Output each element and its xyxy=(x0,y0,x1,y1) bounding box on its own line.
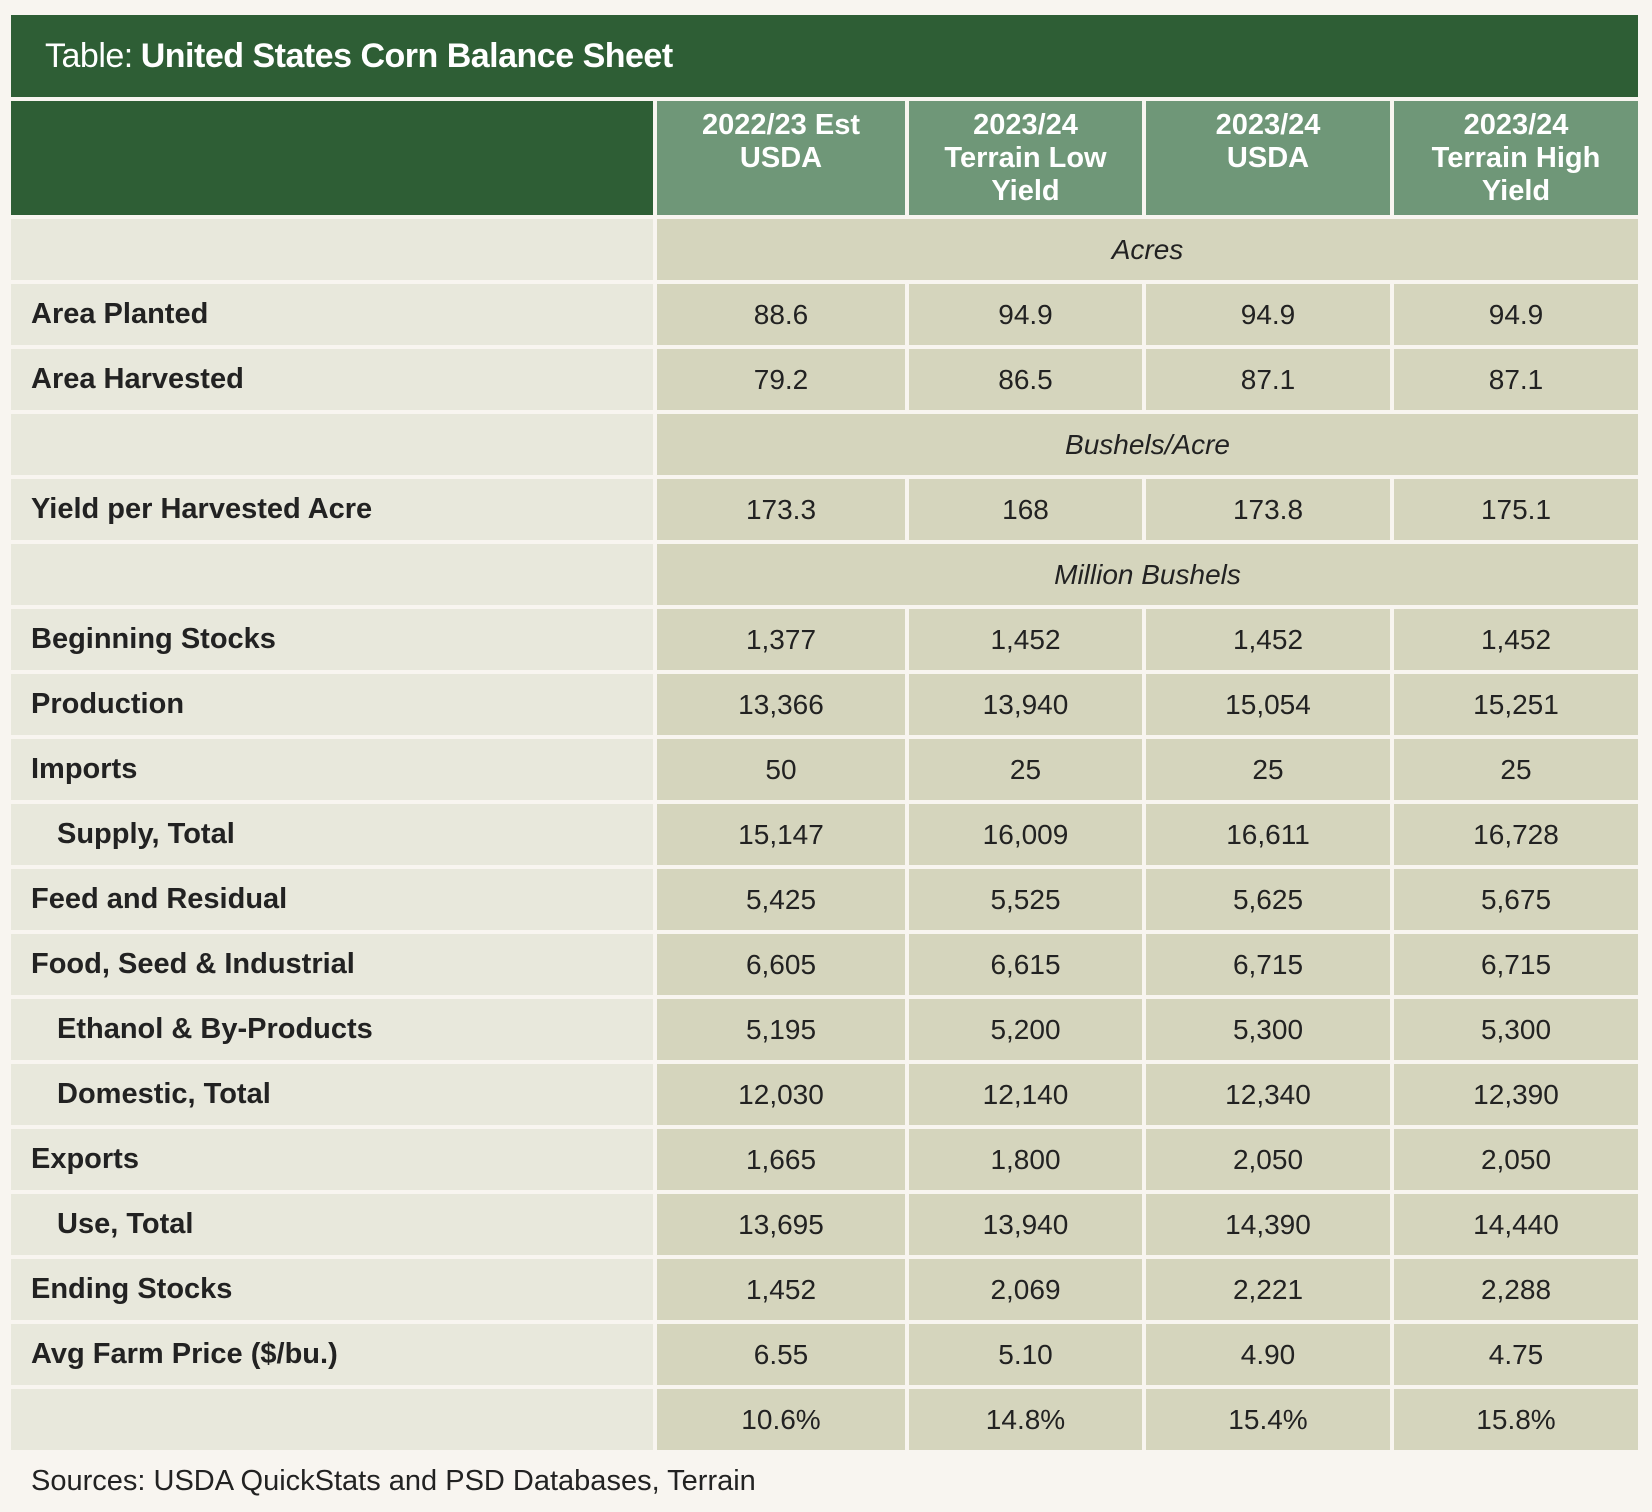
table-cell: 1,665 xyxy=(657,1129,905,1190)
table-cell: 1,800 xyxy=(909,1129,1142,1190)
row-label xyxy=(11,1389,653,1450)
row-label: Production xyxy=(11,674,653,735)
section-header: Acres xyxy=(657,219,1638,280)
table-cell: 12,390 xyxy=(1394,1064,1638,1125)
section-header: Bushels/Acre xyxy=(657,414,1638,475)
table-cell: 12,140 xyxy=(909,1064,1142,1125)
table-cell: 94.9 xyxy=(1146,284,1390,345)
table-cell: 15.8% xyxy=(1394,1389,1638,1450)
table-cell: 10.6% xyxy=(657,1389,905,1450)
row-label: Area Harvested xyxy=(11,349,653,410)
row-label: Supply, Total xyxy=(11,804,653,865)
table-cell: 13,940 xyxy=(909,1194,1142,1255)
row-label: Use, Total xyxy=(11,1194,653,1255)
table-cell: 15,054 xyxy=(1146,674,1390,735)
row-label: Exports xyxy=(11,1129,653,1190)
table-cell: 6,605 xyxy=(657,934,905,995)
row-label: Food, Seed & Industrial xyxy=(11,934,653,995)
table-cell: 13,940 xyxy=(909,674,1142,735)
table-cell: 2,221 xyxy=(1146,1259,1390,1320)
table-cell: 16,009 xyxy=(909,804,1142,865)
row-label-empty xyxy=(11,414,653,475)
table-cell: 5,200 xyxy=(909,999,1142,1060)
table-cell: 12,340 xyxy=(1146,1064,1390,1125)
table-cell: 50 xyxy=(657,739,905,800)
table-cell: 6.55 xyxy=(657,1324,905,1385)
table-cell: 1,452 xyxy=(909,609,1142,670)
table-cell: 13,695 xyxy=(657,1194,905,1255)
table-cell: 88.6 xyxy=(657,284,905,345)
table-cell: 1,452 xyxy=(1394,609,1638,670)
table-cell: 5,625 xyxy=(1146,869,1390,930)
table-cell: 2,050 xyxy=(1146,1129,1390,1190)
column-header: 2023/24 Terrain High Yield xyxy=(1394,101,1638,215)
title-prefix: Table: xyxy=(45,36,133,75)
column-header: 2023/24 USDA xyxy=(1146,101,1390,215)
table-cell: 86.5 xyxy=(909,349,1142,410)
row-label: Ending Stocks xyxy=(11,1259,653,1320)
row-label: Beginning Stocks xyxy=(11,609,653,670)
table-cell: 15,251 xyxy=(1394,674,1638,735)
row-label: Area Planted xyxy=(11,284,653,345)
table-cell: 1,377 xyxy=(657,609,905,670)
table-cell: 15,147 xyxy=(657,804,905,865)
table-cell: 2,050 xyxy=(1394,1129,1638,1190)
table-cell: 2,069 xyxy=(909,1259,1142,1320)
table-cell: 5,425 xyxy=(657,869,905,930)
table-cell: 14,440 xyxy=(1394,1194,1638,1255)
table-cell: 16,611 xyxy=(1146,804,1390,865)
table-cell: 14.8% xyxy=(909,1389,1142,1450)
column-header: 2023/24 Terrain Low Yield xyxy=(909,101,1142,215)
table-cell: 6,615 xyxy=(909,934,1142,995)
row-label: Feed and Residual xyxy=(11,869,653,930)
title-main: United States Corn Balance Sheet xyxy=(140,36,673,75)
table-cell: 79.2 xyxy=(657,349,905,410)
table-cell: 94.9 xyxy=(909,284,1142,345)
column-header: 2022/23 Est USDA xyxy=(657,101,905,215)
table-cell: 14,390 xyxy=(1146,1194,1390,1255)
row-label: Domestic, Total xyxy=(11,1064,653,1125)
row-label: Ethanol & By-Products xyxy=(11,999,653,1060)
table-cell: 87.1 xyxy=(1146,349,1390,410)
table-cell: 173.8 xyxy=(1146,479,1390,540)
row-label: Avg Farm Price ($/bu.) xyxy=(11,1324,653,1385)
table-cell: 2,288 xyxy=(1394,1259,1638,1320)
table-cell: 6,715 xyxy=(1146,934,1390,995)
table-cell: 5,525 xyxy=(909,869,1142,930)
table-cell: 4.75 xyxy=(1394,1324,1638,1385)
table-cell: 5,675 xyxy=(1394,869,1638,930)
table-cell: 12,030 xyxy=(657,1064,905,1125)
row-label-empty xyxy=(11,219,653,280)
header-corner xyxy=(11,101,653,215)
table-cell: 1,452 xyxy=(657,1259,905,1320)
table-cell: 15.4% xyxy=(1146,1389,1390,1450)
table-cell: 4.90 xyxy=(1146,1324,1390,1385)
table-cell: 25 xyxy=(1394,739,1638,800)
table-cell: 94.9 xyxy=(1394,284,1638,345)
table-cell: 1,452 xyxy=(1146,609,1390,670)
table-cell: 173.3 xyxy=(657,479,905,540)
table-cell: 25 xyxy=(1146,739,1390,800)
table-cell: 16,728 xyxy=(1394,804,1638,865)
table-cell: 5.10 xyxy=(909,1324,1142,1385)
row-label: Yield per Harvested Acre xyxy=(11,479,653,540)
table-cell: 5,300 xyxy=(1146,999,1390,1060)
table-cell: 175.1 xyxy=(1394,479,1638,540)
section-header: Million Bushels xyxy=(657,544,1638,605)
row-label: Imports xyxy=(11,739,653,800)
table-cell: 5,300 xyxy=(1394,999,1638,1060)
table-cell: 13,366 xyxy=(657,674,905,735)
table-cell: 5,195 xyxy=(657,999,905,1060)
corn-balance-sheet-table: Table: United States Corn Balance Sheet … xyxy=(11,15,1638,1450)
source-note: Sources: USDA QuickStats and PSD Databas… xyxy=(31,1465,756,1497)
table-cell: 168 xyxy=(909,479,1142,540)
table-title: Table: United States Corn Balance Sheet xyxy=(11,15,1638,97)
table-cell: 87.1 xyxy=(1394,349,1638,410)
table-cell: 25 xyxy=(909,739,1142,800)
table-cell: 6,715 xyxy=(1394,934,1638,995)
row-label-empty xyxy=(11,544,653,605)
